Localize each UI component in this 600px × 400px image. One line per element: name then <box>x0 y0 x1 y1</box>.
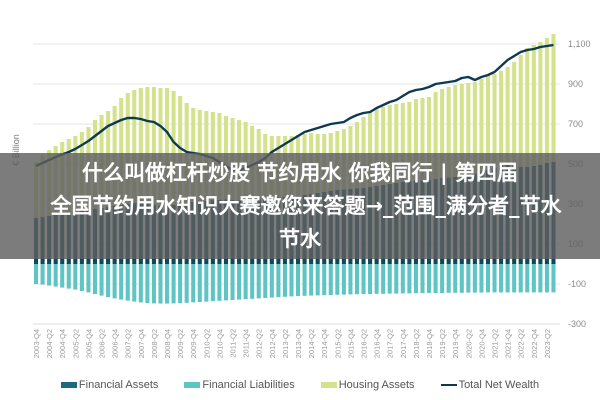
x-tick-label: 2005-Q4 <box>84 329 93 358</box>
x-tick-label: 2004-Q4 <box>58 329 67 358</box>
x-tick-label: 2015-Q2 <box>333 329 342 358</box>
x-tick-label: 2010-Q2 <box>202 329 211 358</box>
chart-legend: Financial Assets Financial Liabilities H… <box>0 376 600 394</box>
y-tick-label: 900 <box>568 79 583 89</box>
financial-assets-swatch-icon <box>60 382 77 388</box>
x-tick-label: 2018-Q2 <box>412 329 421 358</box>
x-tick-label: 2009-Q4 <box>189 329 198 358</box>
housing-assets-swatch-icon <box>320 382 337 388</box>
legend-label: Financial Assets <box>78 379 159 391</box>
y-axis-label: € Billion <box>11 134 21 166</box>
x-tick-label: 2020-Q2 <box>464 329 473 358</box>
x-tick-label: 2012-Q2 <box>255 329 264 358</box>
x-tick-label: 2006-Q4 <box>111 329 120 358</box>
x-tick-label: 2022-Q4 <box>530 329 539 358</box>
total-net-wealth-line-icon <box>440 384 457 386</box>
overlay-line-2: 全国节约用水知识大赛邀您来答题→_范围_满分者_节水 <box>50 194 562 218</box>
x-tick-label: 2015-Q4 <box>346 329 355 358</box>
x-tick-label: 2017-Q2 <box>386 329 395 358</box>
x-tick-label: 2013-Q2 <box>281 329 290 358</box>
x-tick-label: 2016-Q2 <box>360 329 369 358</box>
x-tick-label: 2010-Q4 <box>215 329 224 358</box>
legend-item-financial-assets: Financial Assets <box>60 376 159 394</box>
y-tick-label: 1,100 <box>568 39 591 49</box>
x-tick-label: 2011-Q4 <box>242 329 251 358</box>
x-tick-label: 2012-Q4 <box>268 329 277 358</box>
y-tick-label: 700 <box>568 119 583 129</box>
x-tick-label: 2023-Q2 <box>543 329 552 358</box>
overlay-headline: 什么叫做杠杆炒股 节约用水 你我同行 | 第四届 全国节约用水知识大赛邀您来答题… <box>0 157 600 256</box>
x-tick-label: 2022-Q2 <box>517 329 526 358</box>
overlay-line-1: 什么叫做杠杆炒股 节约用水 你我同行 | 第四届 <box>82 161 518 185</box>
x-tick-label: 2021-Q2 <box>491 329 500 358</box>
legend-item-financial-liabilities: Financial Liabilities <box>184 376 295 394</box>
legend-item-housing-assets: Housing Assets <box>320 376 415 394</box>
overlay-line-3: 节水 <box>279 227 321 251</box>
x-tick-label: 2008-Q4 <box>163 329 172 358</box>
x-tick-label: 2019-Q2 <box>438 329 447 358</box>
financial-liabilities-swatch-icon <box>184 382 201 388</box>
y-tick-label: -100 <box>568 279 586 289</box>
legend-label: Housing Assets <box>338 379 415 391</box>
x-tick-label: 2004-Q2 <box>45 329 54 358</box>
x-tick-label: 2007-Q4 <box>137 329 146 358</box>
x-tick-label: 2020-Q4 <box>477 329 486 358</box>
x-tick-label: 2011-Q2 <box>229 329 238 358</box>
x-tick-label: 2003-Q4 <box>32 329 41 358</box>
x-tick-label: 2005-Q2 <box>71 329 80 358</box>
x-tick-label: 2013-Q4 <box>294 329 303 358</box>
x-tick-label: 2018-Q4 <box>425 329 434 358</box>
x-tick-label: 2017-Q4 <box>399 329 408 358</box>
x-tick-label: 2014-Q2 <box>307 329 316 358</box>
legend-item-total-net-wealth: Total Net Wealth <box>440 376 540 394</box>
x-tick-label: 2008-Q2 <box>150 329 159 358</box>
x-tick-label: 2021-Q4 <box>504 329 513 358</box>
x-tick-label: 2007-Q2 <box>124 329 133 358</box>
x-tick-label: 2014-Q4 <box>320 329 329 358</box>
x-tick-label: 2006-Q2 <box>98 329 107 358</box>
financial-liabilities-bars <box>34 264 556 304</box>
overlay-banner <box>0 153 600 259</box>
legend-label: Financial Liabilities <box>202 379 295 391</box>
x-tick-label: 2019-Q4 <box>451 329 460 358</box>
x-tick-label: 2009-Q2 <box>176 329 185 358</box>
y-tick-label: -300 <box>568 319 586 329</box>
total-net-wealth-line <box>35 43 554 172</box>
x-axis-ticks: 2003-Q4 2004-Q2 2004-Q4 2005-Q2 2005-Q4 2006-… <box>32 329 552 358</box>
x-tick-label: 2016-Q4 <box>373 329 382 358</box>
legend-label: Total Net Wealth <box>458 379 540 391</box>
